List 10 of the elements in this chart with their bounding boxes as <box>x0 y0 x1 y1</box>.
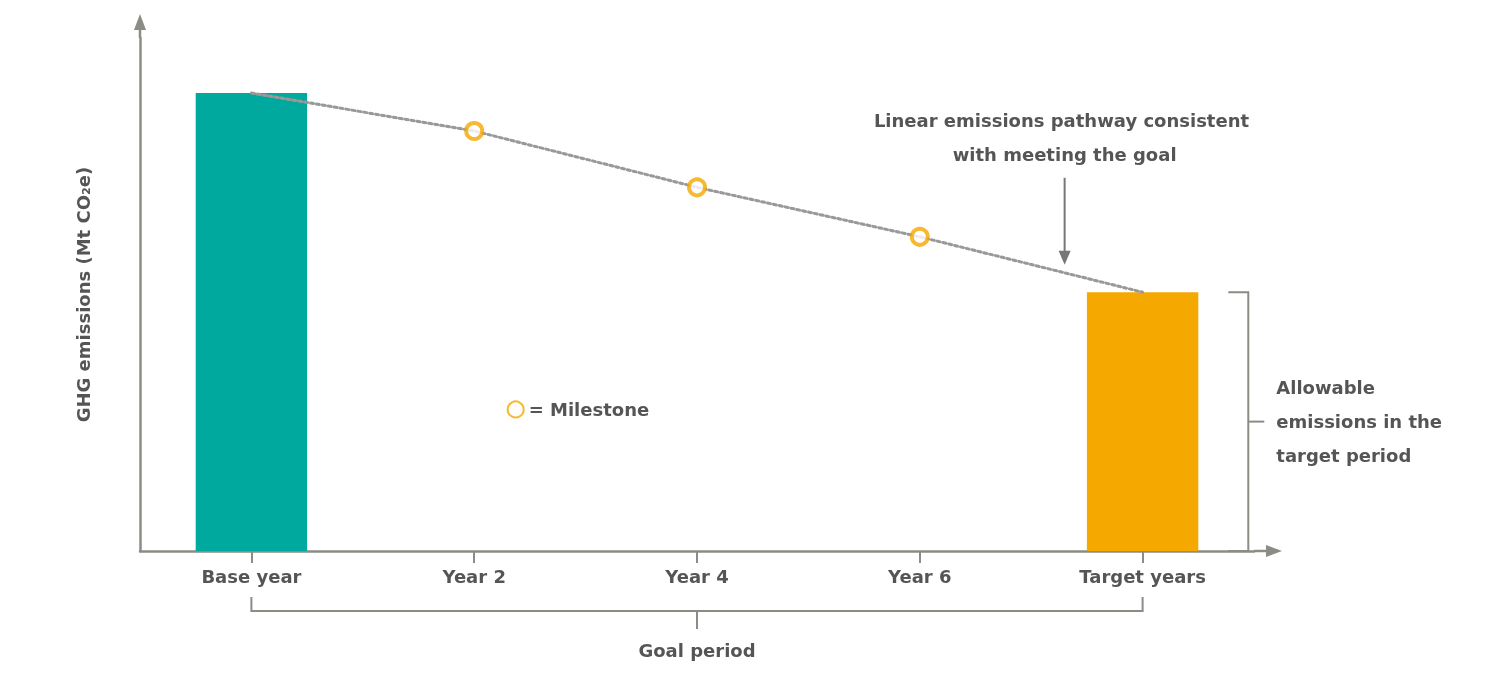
legend-label: = Milestone <box>528 398 650 420</box>
y-axis-title: GHG emissions (Mt CO₂e) <box>72 166 94 423</box>
annotation: Linear emissions pathway consistent with meeting the goal <box>873 110 1256 166</box>
x-tick-label: Year 4 <box>664 565 729 587</box>
x-tick-label: Base year <box>201 565 302 587</box>
text: Goal period <box>638 639 756 661</box>
text: Allowable emissions in the target period <box>1276 377 1449 467</box>
x-tick-label: Year 6 <box>887 565 952 587</box>
x-tick-label: Year 2 <box>441 565 506 587</box>
x-tick-label: Target years <box>1079 565 1206 587</box>
